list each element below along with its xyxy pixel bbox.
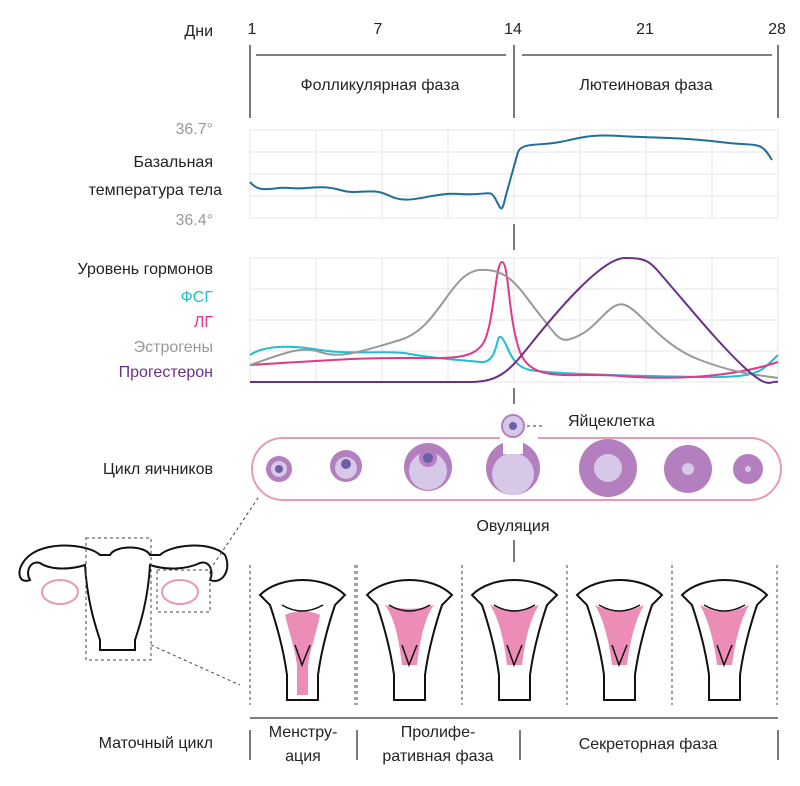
temp-label: Базальная — [133, 154, 213, 171]
day: 7 — [374, 21, 383, 38]
day: 28 — [768, 21, 786, 38]
uterus-phase: ративная фаза — [382, 748, 493, 765]
menstruation — [285, 611, 320, 695]
progesterone-curve — [250, 256, 779, 384]
hormone-label: Уровень гормонов — [78, 261, 214, 278]
day: 14 — [504, 21, 522, 38]
uterus-phase: Секреторная фаза — [579, 736, 718, 753]
temp-label: температура тела — [89, 182, 222, 199]
uterus-stage — [566, 565, 673, 705]
days-label: Дни — [184, 23, 213, 40]
ovulation-label: Овуляция — [476, 518, 549, 535]
cavity — [281, 604, 324, 668]
ovary-panel: Яйцеклетка Цикл яичников Овуляция — [103, 413, 782, 562]
uterus-phase: Менстру- — [269, 724, 338, 741]
cavity — [388, 604, 431, 668]
temperature-curve — [249, 134, 773, 210]
egg-label: Яйцеклетка — [568, 413, 655, 430]
endometrium — [490, 605, 539, 665]
uterus-label: Маточный цикл — [99, 735, 213, 752]
egg-core — [509, 422, 517, 430]
hormone-panel: Уровень гормонов ФСГ ЛГ Эстрогены Прогестер… — [78, 256, 779, 404]
ovary-outline — [251, 437, 782, 501]
follicles — [266, 439, 763, 497]
phase: Фолликулярная фаза — [300, 77, 459, 94]
temp-low: 36.4° — [175, 212, 213, 229]
cavity — [493, 604, 536, 668]
uterus-phase: ация — [285, 748, 321, 765]
hormone-name: ЛГ — [194, 314, 214, 331]
uterus-phase: Пролифе- — [401, 724, 476, 741]
endometrium — [385, 605, 434, 665]
hormone-name: ФСГ — [181, 289, 214, 306]
cavity — [703, 604, 746, 668]
estrogen-curve — [249, 268, 779, 379]
lh-curve — [249, 260, 779, 379]
ovary-label: Цикл яичников — [103, 461, 213, 478]
cavity — [598, 604, 641, 668]
hormone-name: Прогестерон — [119, 364, 213, 381]
phase: Лютеиновая фаза — [579, 77, 712, 94]
day: 21 — [636, 21, 654, 38]
uterus-stage — [356, 565, 463, 705]
hormone-name: Эстрогены — [134, 339, 213, 356]
endometrium — [700, 605, 749, 665]
header: Дни 1 7 14 21 28 Фолликулярная фаза Люте… — [184, 21, 786, 118]
endometrium — [595, 605, 644, 665]
temp-high: 36.7° — [175, 121, 213, 138]
uterus-stage — [671, 565, 778, 705]
day: 1 — [248, 21, 257, 38]
uterine-cycle: Маточный цикл Менстру- ация Пролифе- рат… — [99, 717, 779, 765]
phase-lines — [249, 45, 779, 118]
dashed-frame — [249, 565, 356, 705]
uterus-stage — [461, 565, 568, 705]
temperature-panel: 36.7° Базальная температура тела 36.4° — [89, 121, 779, 250]
dashed-frame — [671, 565, 778, 705]
uterus-stage — [249, 565, 356, 705]
uterine-axis — [249, 717, 779, 760]
uterus-illustration — [18, 544, 229, 651]
anatomy — [18, 494, 778, 705]
